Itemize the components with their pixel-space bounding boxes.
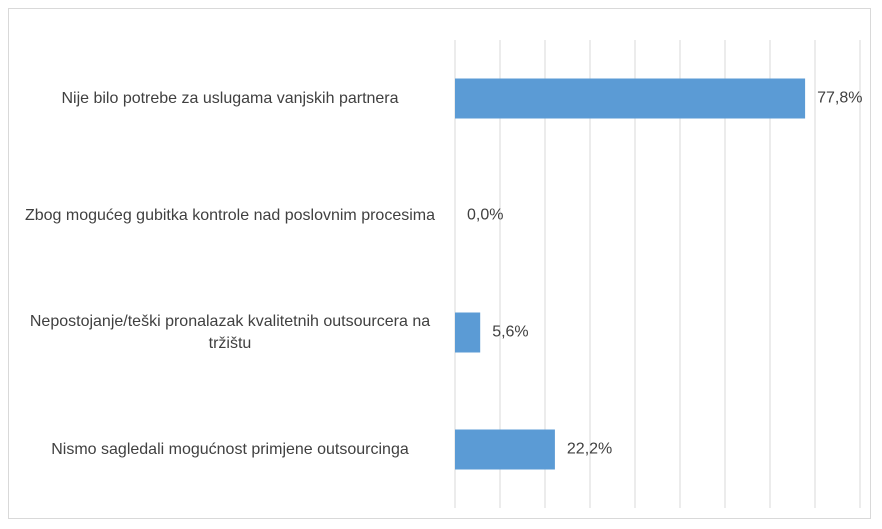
value-label: 77,8% [817, 90, 862, 107]
category-label: Nije bilo potrebe za uslugama vanjskih p… [61, 89, 399, 107]
value-label: 5,6% [492, 324, 528, 341]
bar [455, 78, 806, 119]
category-label: Nepostojanje/teški pronalazak kvalitetni… [29, 312, 431, 352]
value-label: 22,2% [567, 441, 612, 458]
category-label: Zbog mogućeg gubitka kontrole nad poslov… [24, 206, 435, 224]
bar [455, 429, 555, 470]
value-label: 0,0% [467, 207, 503, 224]
bar [455, 312, 481, 353]
category-label: Nismo sagledali mogućnost primjene outso… [51, 440, 409, 458]
